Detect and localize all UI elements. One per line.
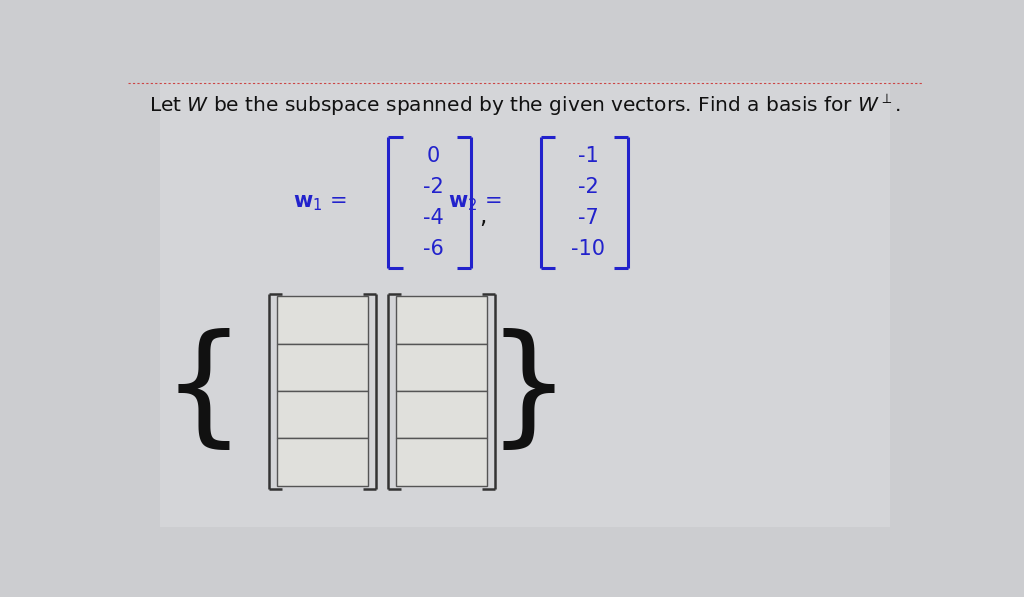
Text: -7: -7 [578,208,599,228]
Bar [276,297,368,344]
Text: -10: -10 [571,239,605,259]
Text: {: { [162,328,246,455]
Bar [396,297,487,344]
Bar [276,344,368,391]
Bar [396,344,487,391]
Bar [276,391,368,438]
Text: $\mathbf{w}_1$ =: $\mathbf{w}_1$ = [293,193,346,213]
Text: ,: , [479,204,486,229]
Text: -4: -4 [423,208,444,228]
Text: }: } [486,328,570,455]
Bar [276,438,368,486]
Text: -1: -1 [578,146,599,167]
FancyBboxPatch shape [160,81,890,527]
Text: $\mathbf{w}_2$ =: $\mathbf{w}_2$ = [447,193,501,213]
Bar [396,391,487,438]
Text: Let $W$ be the subspace spanned by the given vectors. Find a basis for $W^{\perp: Let $W$ be the subspace spanned by the g… [148,93,901,118]
Text: -2: -2 [578,177,599,197]
Text: 0: 0 [427,146,440,167]
Text: -6: -6 [423,239,444,259]
Text: -2: -2 [423,177,444,197]
Bar [396,438,487,486]
